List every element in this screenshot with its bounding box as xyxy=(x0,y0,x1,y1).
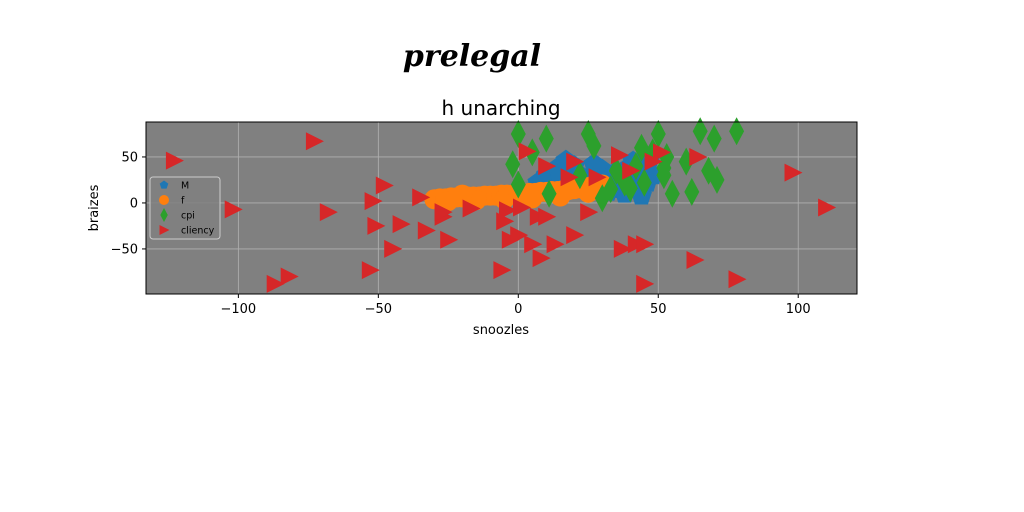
legend-box xyxy=(149,176,221,240)
point-cpi xyxy=(701,156,717,185)
point-cliency xyxy=(499,201,517,220)
point-cpi xyxy=(510,120,526,148)
point-f xyxy=(452,184,473,205)
y-tick-label: −50 xyxy=(111,242,138,257)
point-cliency xyxy=(818,198,837,217)
data-marks xyxy=(165,117,837,293)
chart-title: h unarching xyxy=(441,96,560,120)
point-cliency xyxy=(644,152,663,171)
point-cliency xyxy=(364,192,383,211)
point-cliency xyxy=(566,152,585,171)
point-cliency xyxy=(417,221,436,240)
point-cliency xyxy=(440,230,459,249)
y-tick-label: 0 xyxy=(130,196,138,211)
legend-label: M xyxy=(181,181,189,192)
y-axis-label: braizes xyxy=(87,184,102,231)
legend-marker-M xyxy=(159,180,169,189)
x-tick-label: 100 xyxy=(786,302,811,317)
x-tick-label: 0 xyxy=(514,302,522,317)
point-cpi xyxy=(650,120,666,148)
point-cpi xyxy=(664,179,680,208)
legend-label: f xyxy=(181,196,185,207)
legend-marker-cpi xyxy=(160,208,168,222)
point-cliency xyxy=(566,226,585,245)
point-cliency xyxy=(434,203,453,222)
plot-frame xyxy=(145,121,858,295)
point-cpi xyxy=(572,161,588,190)
x-tick-label: −50 xyxy=(365,302,392,317)
point-cliency xyxy=(462,199,481,218)
point-cpi xyxy=(692,117,708,146)
point-cliency xyxy=(560,168,579,187)
point-cliency xyxy=(384,239,403,258)
point-cpi xyxy=(622,174,638,203)
point-cliency xyxy=(392,215,411,234)
point-cliency xyxy=(513,198,531,217)
point-cliency xyxy=(622,161,641,180)
point-cpi xyxy=(541,179,557,208)
x-axis-label: snoozles xyxy=(473,323,529,338)
legend-marker-cliency xyxy=(159,225,170,235)
point-cliency xyxy=(538,157,557,176)
point-cliency xyxy=(728,270,747,289)
point-cliency xyxy=(280,267,299,286)
y-tick-label: 50 xyxy=(121,150,138,165)
point-cliency xyxy=(636,235,655,254)
point-cliency xyxy=(689,148,708,166)
point-cliency xyxy=(493,261,512,280)
point-cliency xyxy=(319,203,338,222)
legend: Mf cpi cliency xyxy=(149,176,221,240)
legend-marker-f xyxy=(159,195,169,205)
point-cpi xyxy=(586,131,602,160)
point-cliency xyxy=(613,239,632,258)
point-cliency xyxy=(165,151,184,170)
axis-ticks: −100 −50 0 50 100 −50 0 50 xyxy=(111,150,811,317)
x-tick-label: −100 xyxy=(221,302,257,317)
point-cpi xyxy=(636,168,652,197)
point-cpi xyxy=(603,175,619,204)
legend-label: cpi xyxy=(181,211,195,222)
point-cliency xyxy=(784,163,803,182)
point-cliency xyxy=(367,216,386,235)
point-cpi xyxy=(510,170,526,199)
point-cliency xyxy=(361,261,380,280)
point-cliency xyxy=(266,274,285,293)
point-cliency xyxy=(588,168,607,187)
grid-lines xyxy=(146,122,857,294)
point-cpi xyxy=(505,150,521,179)
figure-suptitle: prelegal xyxy=(403,39,541,74)
point-cliency xyxy=(538,207,557,226)
point-cpi xyxy=(729,117,745,146)
point-cliency xyxy=(524,235,543,254)
legend-label: cliency xyxy=(181,226,215,237)
point-cpi xyxy=(684,177,700,206)
x-tick-label: 50 xyxy=(650,302,667,317)
point-cpi xyxy=(706,124,722,153)
point-cliency xyxy=(224,200,243,219)
point-cliency xyxy=(653,143,671,162)
series-cliency xyxy=(165,132,837,293)
point-cliency xyxy=(532,249,551,268)
point-cliency xyxy=(546,235,565,254)
point-cliency xyxy=(686,251,705,269)
point-cliency xyxy=(510,226,529,245)
point-cliency xyxy=(375,176,394,195)
point-cliency xyxy=(636,274,655,293)
point-cliency xyxy=(611,146,629,165)
point-cliency xyxy=(412,188,431,207)
point-cliency xyxy=(518,142,537,161)
point-cliency xyxy=(580,203,599,222)
point-cpi xyxy=(538,124,554,153)
point-cliency xyxy=(305,132,324,151)
series-cpi xyxy=(505,117,745,213)
